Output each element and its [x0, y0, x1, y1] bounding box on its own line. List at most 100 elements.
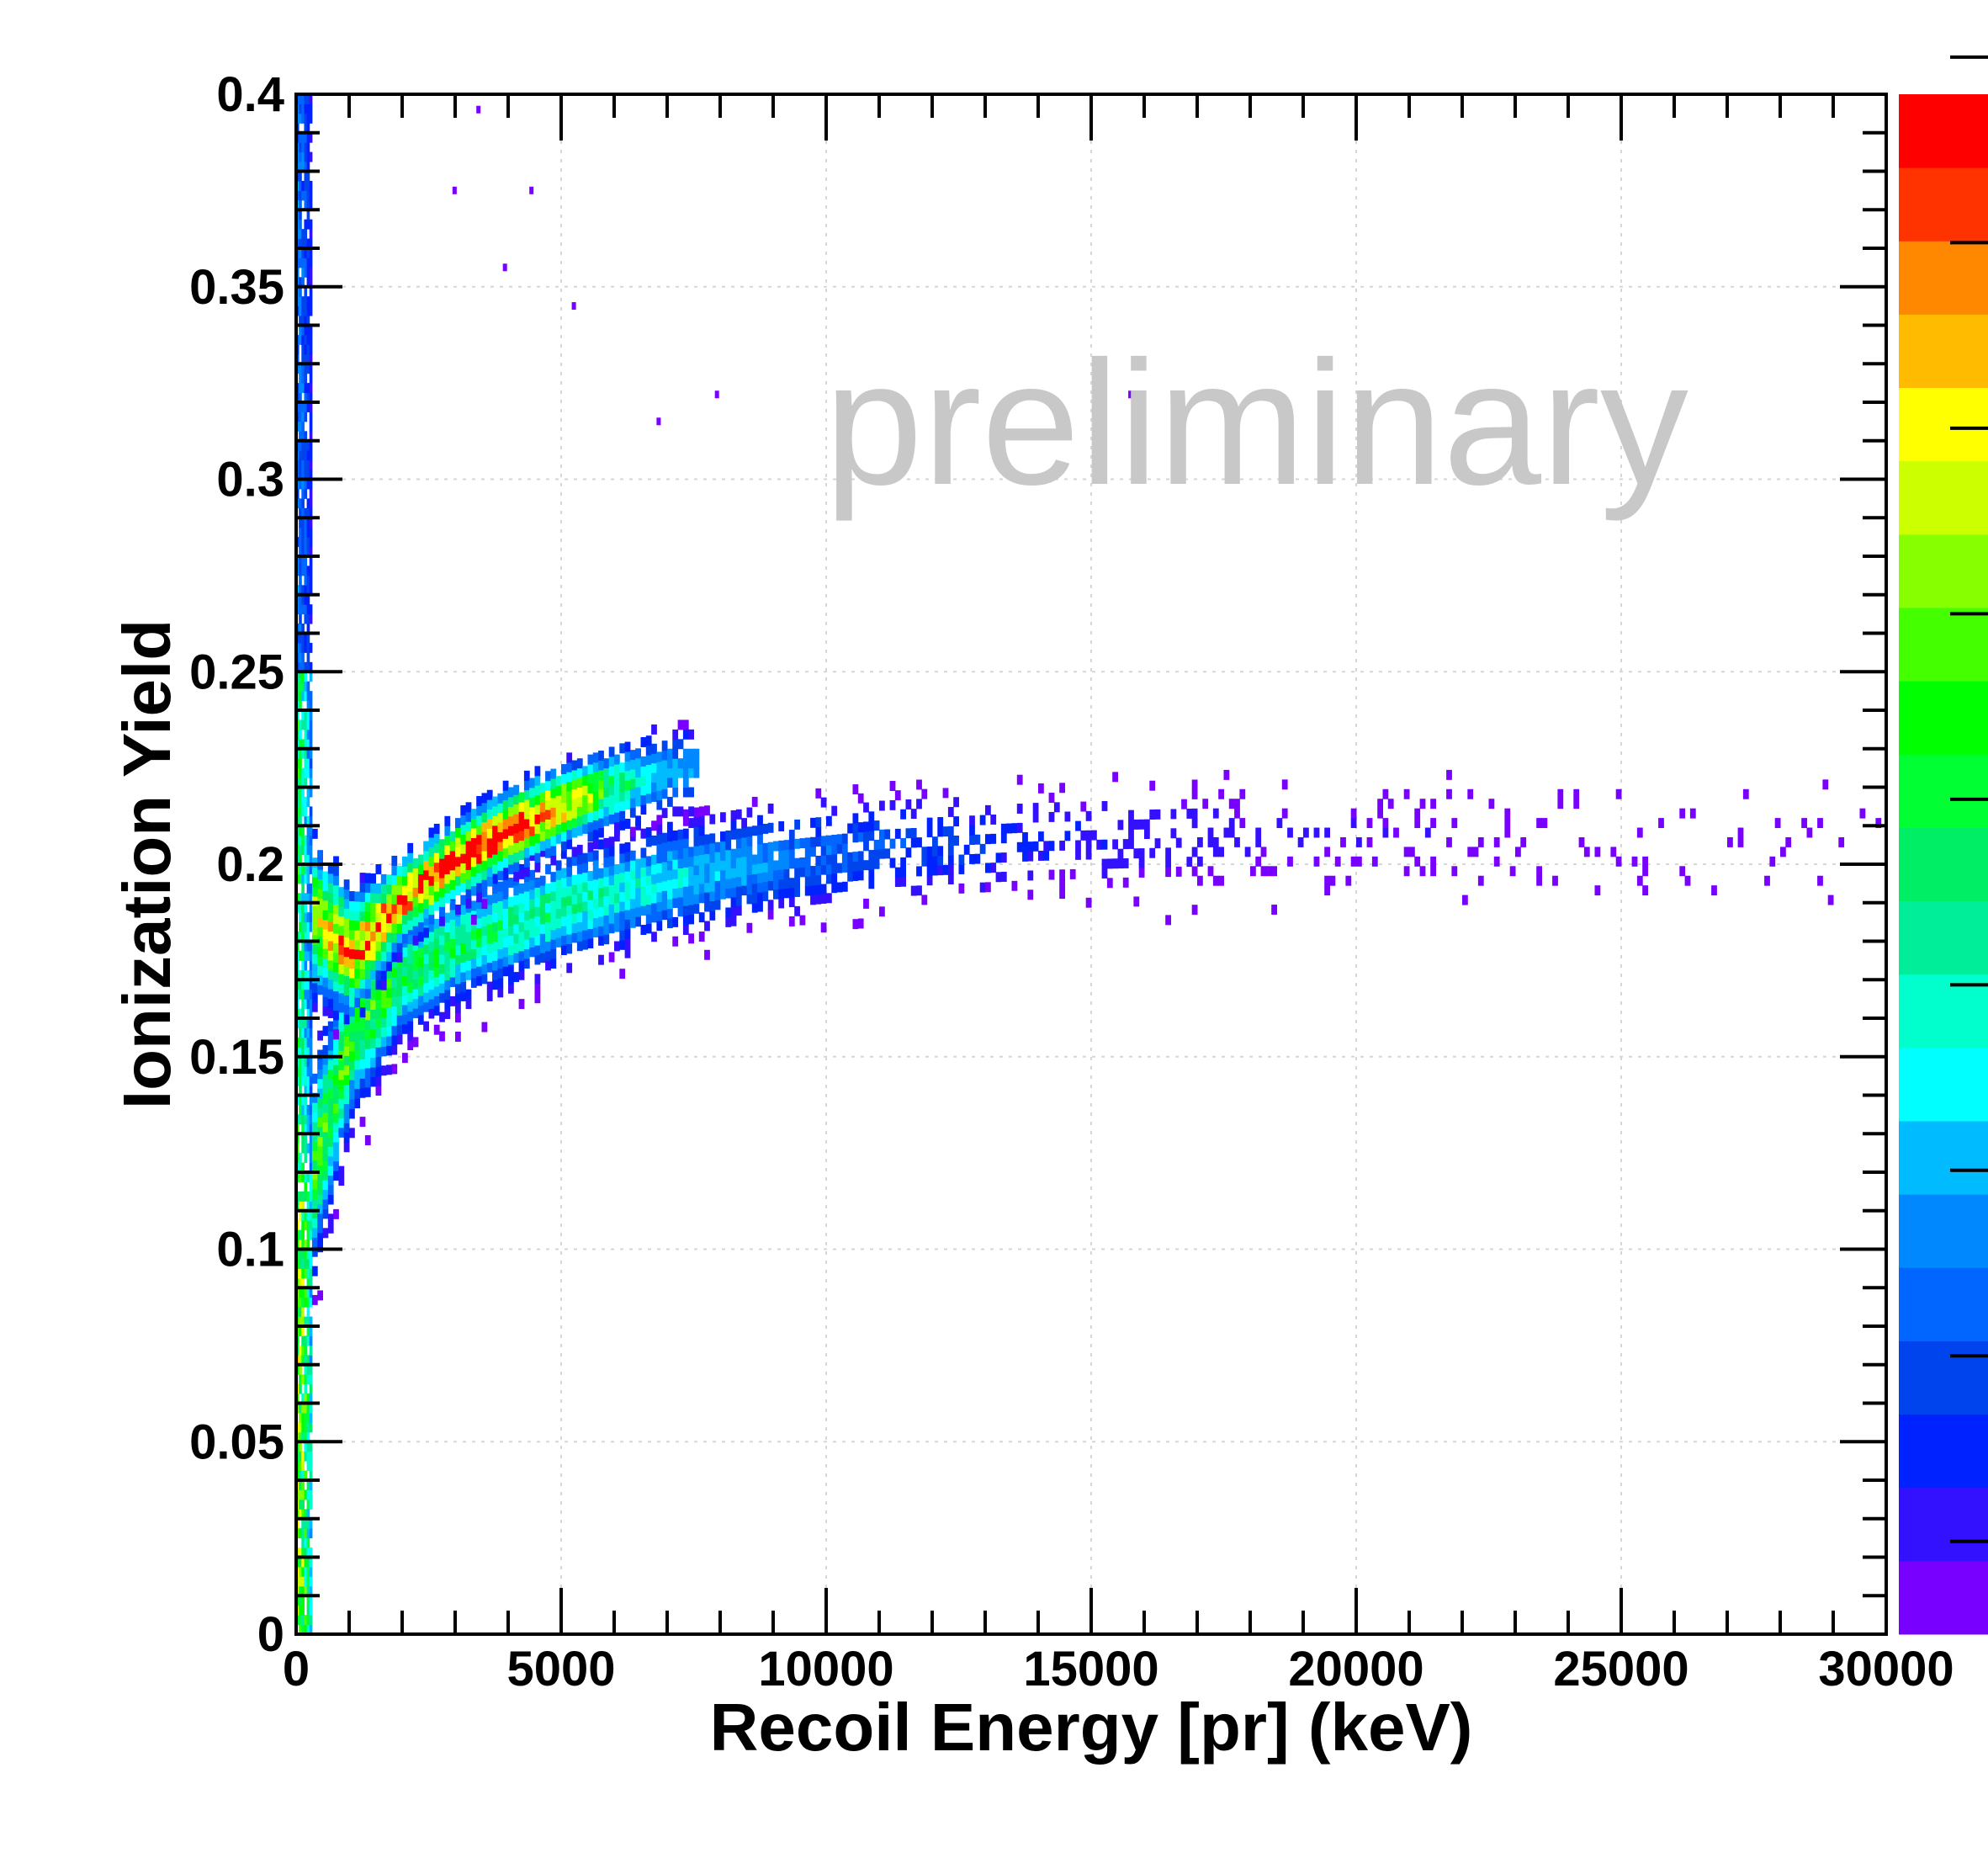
density-cell	[1117, 820, 1124, 831]
density-cell	[1276, 818, 1283, 829]
density-cell	[433, 862, 440, 873]
density-cell	[1038, 831, 1044, 842]
density-cell	[317, 956, 323, 966]
density-cell	[508, 974, 514, 985]
density-cell	[306, 941, 310, 952]
ticks-layer	[294, 93, 1888, 1636]
density-cell	[407, 943, 414, 954]
density-cell	[317, 1097, 323, 1108]
density-cell	[301, 1172, 305, 1182]
density-cell	[513, 784, 520, 795]
density-cell	[523, 939, 530, 950]
density-cell	[953, 835, 959, 846]
density-cell	[322, 1141, 329, 1152]
density-cell	[349, 1032, 355, 1042]
density-cell	[306, 758, 310, 769]
density-cell	[863, 898, 869, 909]
density-cell	[304, 969, 308, 980]
density-cell	[741, 866, 747, 877]
density-cell	[327, 883, 334, 894]
density-cell	[306, 1615, 310, 1626]
density-cell	[576, 778, 583, 788]
density-cell	[301, 277, 305, 288]
x-tick-label: 30000	[1818, 1642, 1954, 1696]
density-cell	[364, 1048, 371, 1059]
density-cell	[1419, 866, 1426, 877]
density-cell	[619, 901, 626, 912]
density-cell	[889, 781, 896, 791]
density-cell	[338, 1165, 345, 1176]
density-cell	[799, 867, 806, 878]
density-cell	[1446, 836, 1452, 847]
density-cell	[343, 966, 350, 977]
density-cell	[309, 180, 313, 191]
density-cell	[396, 1015, 403, 1026]
density-cell	[847, 871, 853, 882]
density-cell	[309, 151, 313, 162]
density-cell	[299, 316, 302, 326]
density-cell	[338, 925, 345, 936]
density-cell	[375, 1008, 382, 1019]
density-cell	[1515, 847, 1521, 857]
density-cell	[714, 871, 721, 881]
density-cell	[299, 739, 302, 750]
density-cell	[709, 862, 716, 873]
density-cell	[762, 872, 769, 883]
density-cell	[698, 883, 705, 894]
density-cell	[304, 171, 308, 182]
density-cell	[301, 546, 305, 557]
density-cell	[481, 802, 488, 813]
density-cell	[333, 875, 339, 886]
density-cell	[608, 904, 615, 915]
density-cell	[343, 947, 350, 958]
density-cell	[460, 863, 467, 873]
density-cell	[299, 873, 302, 884]
density-cell	[375, 1086, 382, 1096]
density-cell	[757, 825, 763, 836]
density-cell	[582, 785, 588, 796]
density-cell	[1536, 866, 1542, 877]
density-cell	[566, 934, 573, 944]
density-cell	[338, 1002, 345, 1013]
density-cell	[826, 873, 832, 884]
density-cell	[767, 880, 774, 891]
density-cell	[433, 1024, 440, 1035]
density-cell	[555, 927, 562, 938]
density-cell	[301, 1133, 305, 1144]
density-cell	[327, 1136, 334, 1147]
density-cell	[412, 916, 419, 926]
density-cell	[979, 882, 986, 893]
density-cell	[301, 431, 305, 442]
density-cell	[508, 916, 514, 926]
density-cell	[603, 934, 610, 945]
density-cell	[322, 1122, 329, 1133]
density-cell	[349, 1070, 355, 1080]
density-cell	[306, 921, 310, 932]
density-cell	[958, 883, 965, 894]
density-cell	[608, 952, 615, 963]
density-cell	[301, 1123, 305, 1134]
density-cell	[592, 908, 599, 919]
density-cell	[571, 779, 578, 790]
density-cell	[317, 1184, 323, 1195]
density-cell	[375, 1037, 382, 1048]
density-cell	[309, 470, 313, 480]
density-cell	[746, 874, 753, 885]
density-cell	[688, 905, 694, 915]
density-cell	[301, 402, 305, 412]
density-cell	[299, 1383, 302, 1394]
density-cell	[386, 968, 392, 979]
density-cell	[380, 988, 387, 999]
density-cell	[309, 1566, 313, 1577]
density-cell	[306, 719, 310, 730]
density-cell	[508, 926, 514, 937]
density-cell	[492, 921, 498, 932]
density-cell	[304, 305, 308, 316]
density-cell	[299, 556, 302, 566]
density-cell	[688, 758, 694, 769]
density-cell	[309, 229, 313, 240]
density-cell	[1658, 818, 1664, 829]
density-cell	[322, 929, 329, 940]
density-cell	[502, 780, 509, 791]
